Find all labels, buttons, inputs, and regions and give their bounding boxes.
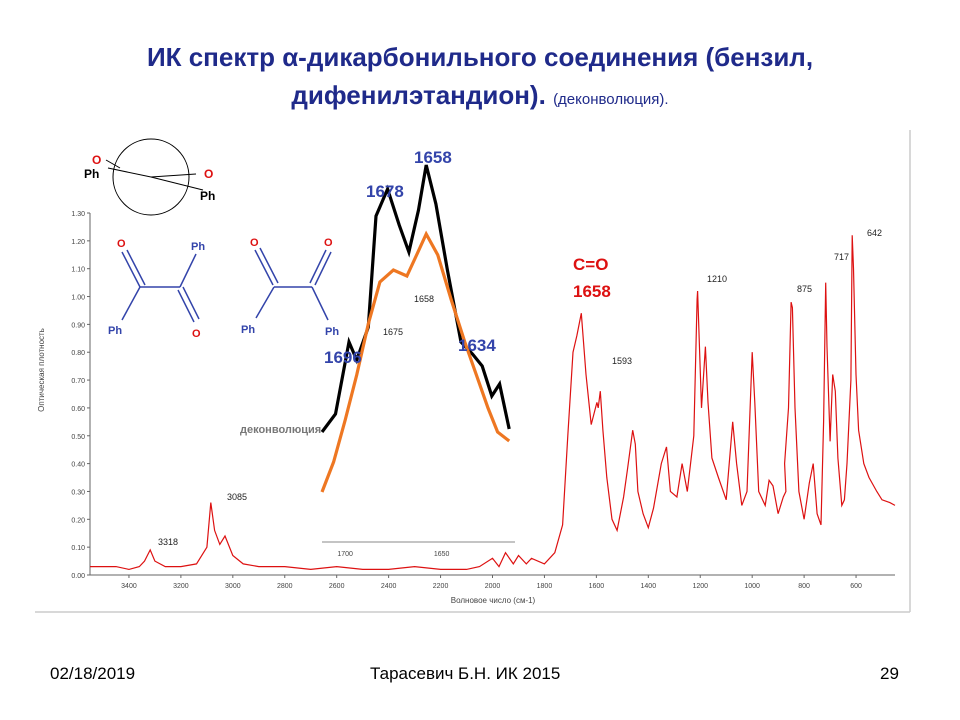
cis-benzil-structure: [254, 247, 332, 321]
deconv-peak-1634: 1634: [458, 336, 496, 355]
newman-projection: [105, 138, 204, 216]
x-tick-label: 1400: [641, 583, 657, 590]
x-tick-label: 1200: [692, 583, 708, 590]
deconv-peak-1658: 1658: [414, 148, 452, 167]
x-tick-label: 1000: [744, 583, 760, 590]
x-tick-label: 1600: [589, 583, 605, 590]
deconvolution-label: деконволюция: [240, 424, 321, 436]
atom-label-ph: Ph: [108, 325, 122, 337]
bond-line: [126, 249, 146, 286]
x-axis-ticks: 3400 3200 3000 2800 2600 2400 2200 2000 1800 1600…: [121, 575, 862, 590]
y-axis-ticks: 0.00 0.10 0.20 0.30 0.40 0.50 0.60 0.70 0.80 0.90…: [71, 211, 90, 580]
bond-line: [179, 253, 197, 288]
atom-label-o: O: [324, 237, 333, 249]
slide-title-text: дифенилэтандион).: [291, 80, 546, 110]
y-tick-label: 0.60: [71, 406, 85, 413]
bond-line: [121, 251, 141, 288]
y-tick-label: 1.30: [71, 211, 85, 218]
y-tick-label: 0.20: [71, 517, 85, 524]
bond-line: [182, 286, 200, 320]
atom-label-o: O: [92, 153, 101, 167]
projection-circle: [112, 138, 190, 216]
bond-line: [309, 249, 327, 284]
bond-line: [150, 176, 204, 191]
y-tick-label: 0.10: [71, 545, 85, 552]
footer-page-number: 29: [880, 664, 899, 683]
atom-label-ph: Ph: [241, 324, 255, 336]
atom-label-ph: Ph: [84, 167, 99, 181]
peak-label-3085: 3085: [227, 492, 247, 502]
bond-line: [255, 286, 275, 319]
y-tick-label: 1.10: [71, 267, 85, 274]
x-tick-label: 2000: [485, 583, 501, 590]
peak-label-875: 875: [797, 284, 812, 294]
atom-label-ph: Ph: [191, 241, 205, 253]
y-tick-label: 0.00: [71, 573, 85, 580]
inset-tick-label: 1700: [337, 551, 353, 558]
y-tick-label: 0.40: [71, 462, 85, 469]
bond-line: [121, 286, 141, 321]
y-tick-label: 1.00: [71, 295, 85, 302]
original-band-line: [320, 230, 511, 493]
bond-line: [177, 289, 195, 323]
peak-label-1593: 1593: [612, 356, 632, 366]
slide-title-note: (деконволюция).: [553, 91, 669, 108]
x-tick-label: 2200: [433, 583, 449, 590]
atom-label-ph: Ph: [325, 326, 339, 338]
x-tick-label: 2400: [381, 583, 397, 590]
spectrum-line: [90, 235, 896, 571]
carbonyl-wavenumber: 1658: [573, 282, 611, 301]
peak-label-717: 717: [834, 252, 849, 262]
x-tick-label: 2800: [277, 583, 293, 590]
peak-label-1210: 1210: [707, 274, 727, 284]
atom-label-ph: Ph: [200, 189, 215, 203]
x-tick-label: 3000: [225, 583, 241, 590]
y-tick-label: 0.30: [71, 489, 85, 496]
atom-label-o: O: [250, 237, 259, 249]
y-tick-label: 0.80: [71, 350, 85, 357]
x-tick-label: 800: [798, 583, 810, 590]
bond-line: [107, 167, 152, 178]
bond-line: [254, 249, 274, 286]
y-tick-label: 0.50: [71, 434, 85, 441]
y-tick-label: 0.90: [71, 322, 85, 329]
footer-author: Тарасевич Б.Н. ИК 2015: [370, 664, 561, 683]
x-tick-label: 3400: [121, 583, 137, 590]
bond-line: [150, 173, 197, 178]
x-tick-label: 2600: [329, 583, 345, 590]
inset-tick-label: 1650: [434, 551, 450, 558]
deconv-peak-1696: 1696: [324, 348, 362, 367]
footer-date: 02/18/2019: [50, 664, 136, 683]
bond-line: [314, 251, 332, 286]
atom-label-o: O: [192, 328, 201, 340]
deconv-peak-1678: 1678: [366, 182, 404, 201]
y-tick-label: 1.20: [71, 239, 85, 246]
carbonyl-label: C=O: [573, 255, 608, 274]
trans-benzil-structure: [121, 249, 200, 323]
x-tick-label: 600: [850, 583, 862, 590]
x-tick-label: 1800: [537, 583, 553, 590]
deconvolved-spectrum-line: [320, 164, 511, 433]
inset-axis-ticks: 1700 1650: [337, 551, 449, 558]
band-label-1658: 1658: [414, 294, 434, 304]
atom-label-o: O: [117, 238, 126, 250]
x-tick-label: 3200: [173, 583, 189, 590]
bond-line: [259, 247, 279, 284]
bond-line: [311, 286, 329, 321]
peak-label-642: 642: [867, 228, 882, 238]
chart-background: [35, 130, 910, 612]
slide-title-line1: ИК спектр α-дикарбонильного соединения (…: [146, 42, 814, 72]
y-tick-label: 0.70: [71, 378, 85, 385]
band-label-1675: 1675: [383, 327, 403, 337]
slide-title-line2: дифенилэтандион). (деконволюция).: [0, 80, 960, 111]
y-axis-label: Оптическая плотность: [37, 328, 46, 412]
deconvolution-inset: 1700 1650 деконволюция 1658 1678 1634 169…: [240, 148, 515, 558]
atom-label-o: O: [204, 167, 213, 181]
x-axis-label: Волновое число (см-1): [451, 596, 536, 605]
bond-line: [105, 159, 121, 169]
peak-label-3318: 3318: [158, 537, 178, 547]
